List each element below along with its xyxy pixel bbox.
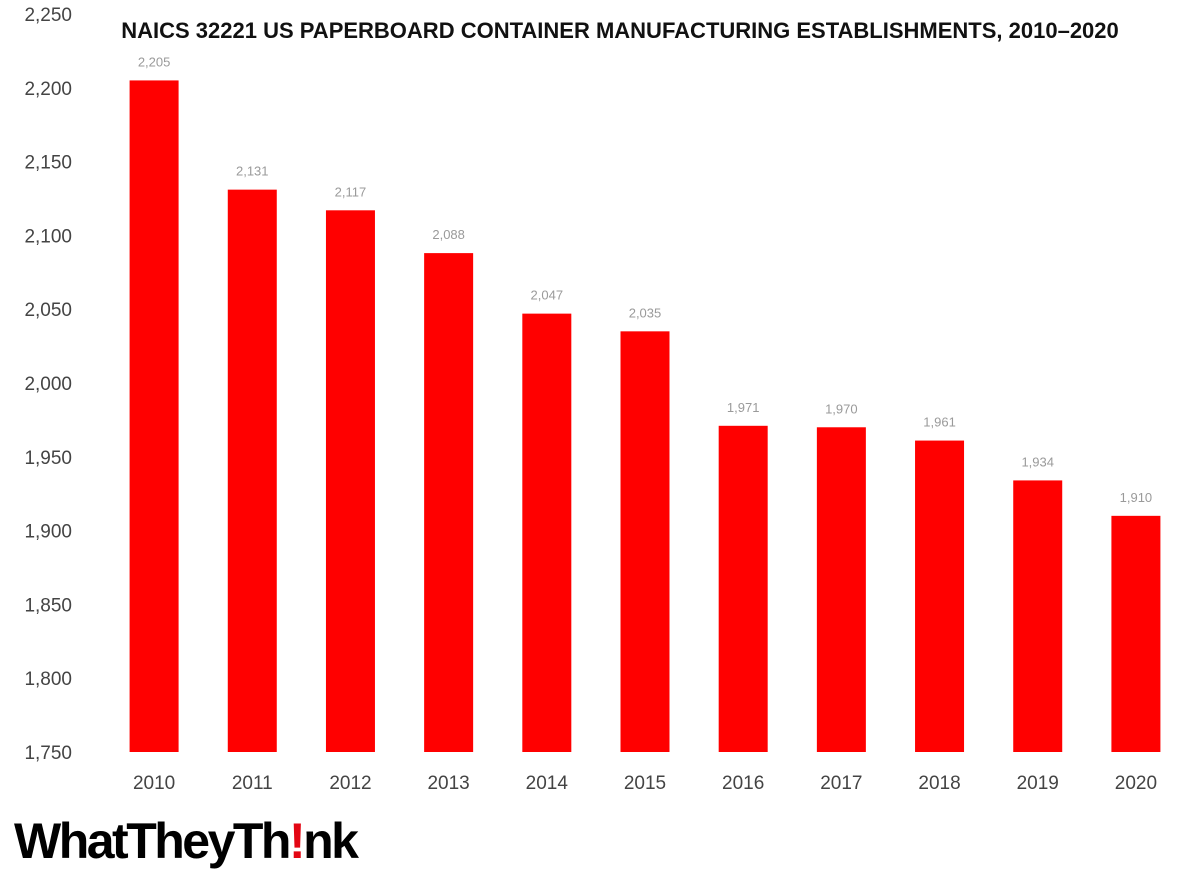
y-tick-label: 2,250	[24, 5, 72, 26]
data-label-2011: 2,131	[236, 164, 269, 179]
data-label-2010: 2,205	[138, 54, 171, 69]
y-tick-label: 1,750	[24, 743, 72, 764]
y-tick-label: 2,050	[24, 300, 72, 321]
data-label-2016: 1,971	[727, 400, 760, 415]
data-label-2014: 2,047	[531, 288, 564, 303]
bar-2017	[816, 427, 866, 752]
x-tick-label-2010: 2010	[133, 773, 175, 794]
bar-2012	[325, 210, 375, 753]
bar-2014	[522, 313, 572, 752]
x-tick-label-2015: 2015	[624, 773, 666, 794]
y-tick-label: 1,900	[24, 522, 72, 543]
bar-2015	[620, 331, 670, 752]
x-tick-label-2013: 2013	[427, 773, 469, 794]
data-label-2012: 2,117	[335, 184, 367, 199]
data-label-2017: 1,970	[825, 401, 858, 416]
logo-text-start: WhatTheyTh	[14, 813, 291, 869]
y-tick-label: 2,150	[24, 153, 72, 174]
y-axis: 1,750 1,800 1,850 1,900 1,950 2,000 2,050 2,100…	[24, 5, 72, 764]
x-tick-label-2011: 2011	[232, 773, 273, 794]
x-tick-label-2018: 2018	[918, 773, 960, 794]
y-tick-label: 1,800	[24, 669, 72, 690]
x-tick-label-2019: 2019	[1017, 773, 1059, 794]
data-label-2015: 2,035	[629, 305, 662, 320]
bar-2020	[1111, 515, 1161, 752]
bar-2010	[129, 80, 179, 753]
data-label-2020: 1,910	[1120, 490, 1153, 505]
bar-2016	[718, 425, 768, 752]
x-axis: 2010 2011 2012 2013 2014 2015 2016 2017 2018 2019…	[133, 773, 1157, 794]
logo-text-end: nk	[303, 813, 359, 869]
data-labels: 2,205 2,131 2,117 2,088 2,047 2,035 1,971 1,970…	[138, 54, 1152, 504]
y-tick-label: 2,200	[24, 79, 72, 100]
x-tick-label-2016: 2016	[722, 773, 764, 794]
x-tick-label-2014: 2014	[526, 773, 569, 794]
x-tick-label-2012: 2012	[329, 773, 371, 794]
logo-exclamation: !	[288, 813, 306, 869]
bars	[129, 80, 1161, 753]
data-label-2013: 2,088	[432, 227, 465, 242]
x-tick-label-2020: 2020	[1115, 773, 1157, 794]
y-tick-label: 1,950	[24, 448, 72, 469]
chart-title: NAICS 32221 US PAPERBOARD CONTAINER MANU…	[121, 18, 1119, 43]
y-tick-label: 2,000	[24, 374, 72, 395]
bar-chart: NAICS 32221 US PAPERBOARD CONTAINER MANU…	[24, 5, 1161, 794]
bar-2018	[915, 440, 965, 752]
y-tick-label: 2,100	[24, 226, 72, 247]
data-label-2018: 1,961	[923, 415, 956, 430]
whattheythink-logo: WhatTheyTh! nk	[14, 796, 359, 869]
y-tick-label: 1,850	[24, 595, 72, 616]
x-tick-label-2017: 2017	[820, 773, 862, 794]
data-label-2019: 1,934	[1021, 454, 1054, 469]
bar-2019	[1013, 480, 1063, 752]
bar-2013	[424, 253, 474, 752]
bar-2011	[227, 189, 277, 753]
